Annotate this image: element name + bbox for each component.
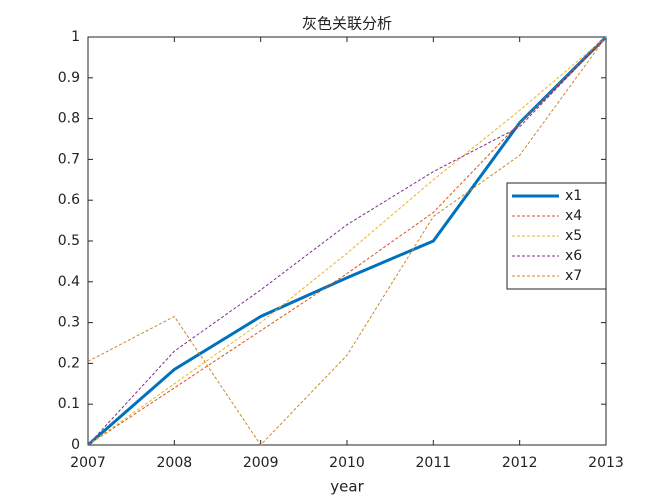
x-tick-label: 2008	[157, 455, 193, 471]
series-line	[87, 36, 607, 446]
y-tick-label: 0.1	[58, 396, 80, 412]
x-tick-label: 2009	[243, 455, 279, 471]
y-tick-label: 0	[71, 437, 80, 453]
x-tick-label: 2007	[70, 455, 106, 471]
y-tick-label: 0.4	[58, 274, 80, 290]
legend-label: x1	[565, 188, 582, 204]
y-tick-label: 0.6	[58, 192, 80, 208]
legend-label: x6	[565, 248, 582, 264]
y-tick-label: 0.8	[58, 111, 80, 127]
legend-label: x4	[565, 208, 582, 224]
y-tick-label: 0.2	[58, 355, 80, 371]
x-tick-label: 2012	[502, 455, 538, 471]
legend-box	[506, 182, 607, 290]
chart-title: 灰色关联分析	[302, 15, 392, 33]
x-tick-label: 2010	[329, 455, 365, 471]
x-axis-label: year	[330, 478, 364, 496]
x-tick-label: 2013	[588, 455, 624, 471]
legend-label: x7	[565, 268, 582, 284]
y-tick-label: 0.3	[58, 315, 80, 331]
y-tick-label: 0.9	[58, 70, 80, 86]
series-line	[87, 36, 607, 446]
y-tick-label: 0.7	[58, 151, 80, 167]
series-line	[87, 36, 607, 446]
y-tick-label: 0.5	[58, 233, 80, 249]
series-line	[87, 36, 607, 446]
y-tick-label: 1	[71, 29, 80, 45]
legend-label: x5	[565, 228, 582, 244]
x-tick-label: 2011	[416, 455, 452, 471]
